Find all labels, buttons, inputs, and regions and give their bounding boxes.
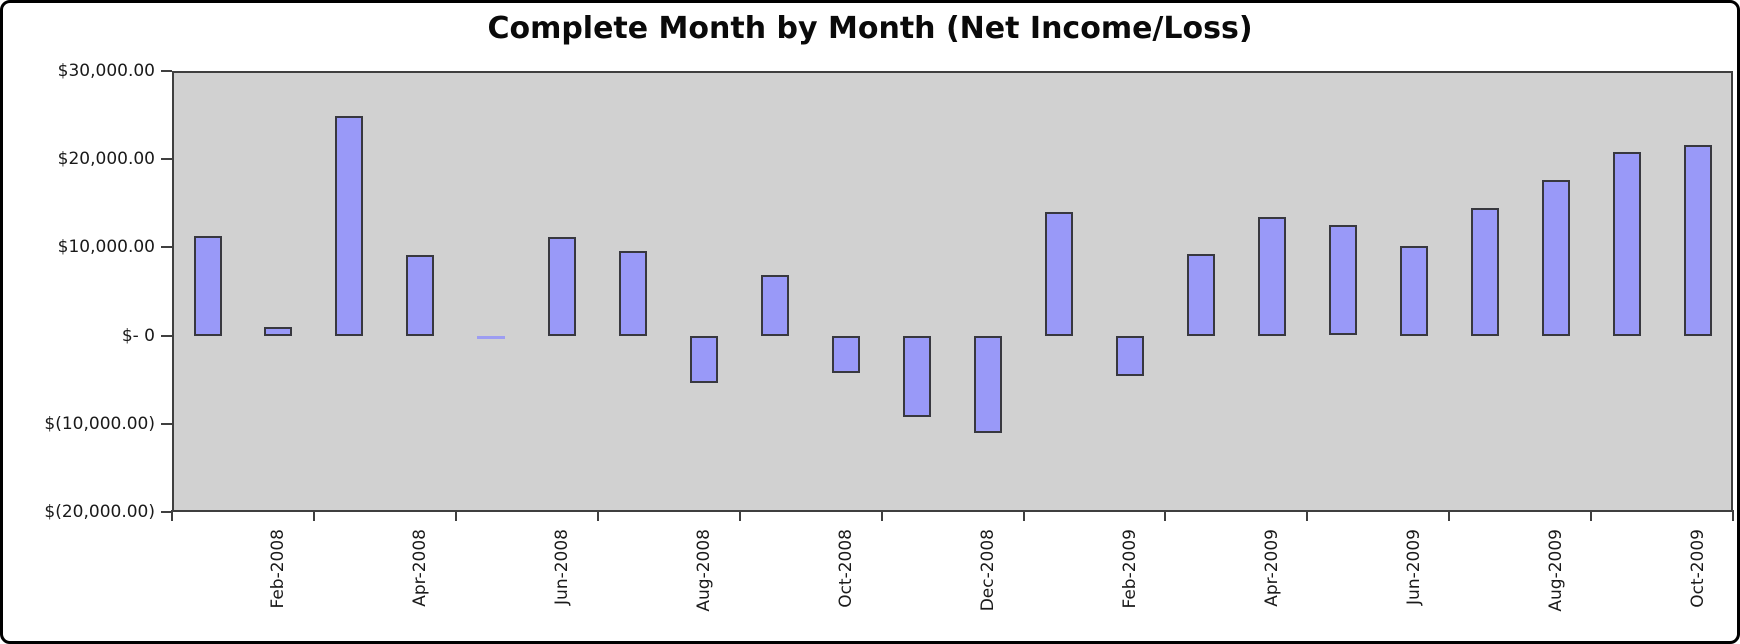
y-axis-tick bbox=[161, 70, 172, 72]
x-axis-tick bbox=[1732, 510, 1734, 521]
x-axis-tick bbox=[1448, 510, 1451, 521]
x-axis-tick bbox=[596, 510, 599, 521]
x-tick-label: Oct-2008 bbox=[836, 529, 857, 608]
bar-Oct-2009 bbox=[1683, 145, 1712, 336]
x-axis-tick bbox=[312, 510, 315, 521]
bar-Jun-2009 bbox=[1399, 245, 1428, 336]
x-tick-label: Jun-2008 bbox=[552, 529, 573, 605]
x-axis-tick bbox=[1164, 510, 1167, 521]
x-tick-label: Apr-2009 bbox=[1261, 529, 1282, 607]
x-tick-label: Dec-2008 bbox=[978, 529, 998, 612]
bar-Jul-2008 bbox=[619, 250, 648, 336]
bar-Aug-2008 bbox=[690, 335, 719, 384]
bar-Nov-2008 bbox=[903, 335, 931, 417]
x-axis-tick bbox=[454, 510, 457, 521]
x-axis-tick bbox=[1022, 510, 1025, 521]
bar-Jan-2008 bbox=[193, 235, 222, 336]
bar-Jan-2009 bbox=[1044, 212, 1073, 336]
y-axis-tick bbox=[161, 334, 172, 337]
x-tick-label: Feb-2009 bbox=[1119, 529, 1140, 609]
y-tick-label: $(20,000.00) bbox=[44, 502, 155, 522]
bar-Jul-2009 bbox=[1470, 207, 1499, 336]
x-tick-label: Apr-2008 bbox=[410, 529, 431, 607]
x-tick-label: Aug-2008 bbox=[694, 529, 715, 612]
y-tick-label: $10,000.00 bbox=[57, 237, 155, 258]
bar-Feb-2008 bbox=[264, 326, 293, 336]
y-tick-label: $20,000.00 bbox=[57, 149, 155, 170]
bar-May-2008 bbox=[477, 335, 506, 339]
x-axis-tick bbox=[1306, 510, 1309, 521]
bar-Sep-2008 bbox=[761, 274, 790, 336]
bar-Jun-2008 bbox=[548, 236, 577, 336]
bar-Aug-2009 bbox=[1541, 179, 1570, 336]
bar-Mar-2009 bbox=[1186, 253, 1215, 336]
bar-Oct-2008 bbox=[832, 335, 861, 373]
bar-Feb-2009 bbox=[1115, 335, 1144, 377]
y-tick-label: $30,000.00 bbox=[57, 61, 155, 81]
x-tick-label: Aug-2009 bbox=[1545, 529, 1566, 612]
x-axis-tick bbox=[171, 510, 173, 521]
bar-Apr-2008 bbox=[406, 254, 435, 336]
x-tick-label: Jun-2009 bbox=[1403, 529, 1424, 605]
bar-Dec-2008 bbox=[974, 335, 1002, 434]
x-tick-label: Feb-2008 bbox=[268, 529, 289, 609]
y-tick-label: $- 0 bbox=[121, 325, 155, 346]
y-axis-tick bbox=[161, 246, 172, 249]
bar-May-2009 bbox=[1328, 225, 1357, 336]
x-axis-tick bbox=[1590, 510, 1593, 521]
y-axis-tick bbox=[161, 511, 172, 513]
y-tick-label: $(10,000.00) bbox=[44, 413, 155, 434]
y-axis-tick bbox=[161, 158, 172, 161]
x-tick-label: Oct-2009 bbox=[1687, 529, 1708, 608]
y-axis-tick bbox=[161, 422, 172, 425]
x-axis-tick bbox=[738, 510, 741, 521]
bar-Apr-2009 bbox=[1257, 217, 1286, 336]
chart-title: Complete Month by Month (Net Income/Loss… bbox=[487, 11, 1253, 46]
x-axis-tick bbox=[880, 510, 883, 521]
bar-Mar-2008 bbox=[335, 116, 364, 336]
bar-Sep-2009 bbox=[1612, 152, 1641, 336]
